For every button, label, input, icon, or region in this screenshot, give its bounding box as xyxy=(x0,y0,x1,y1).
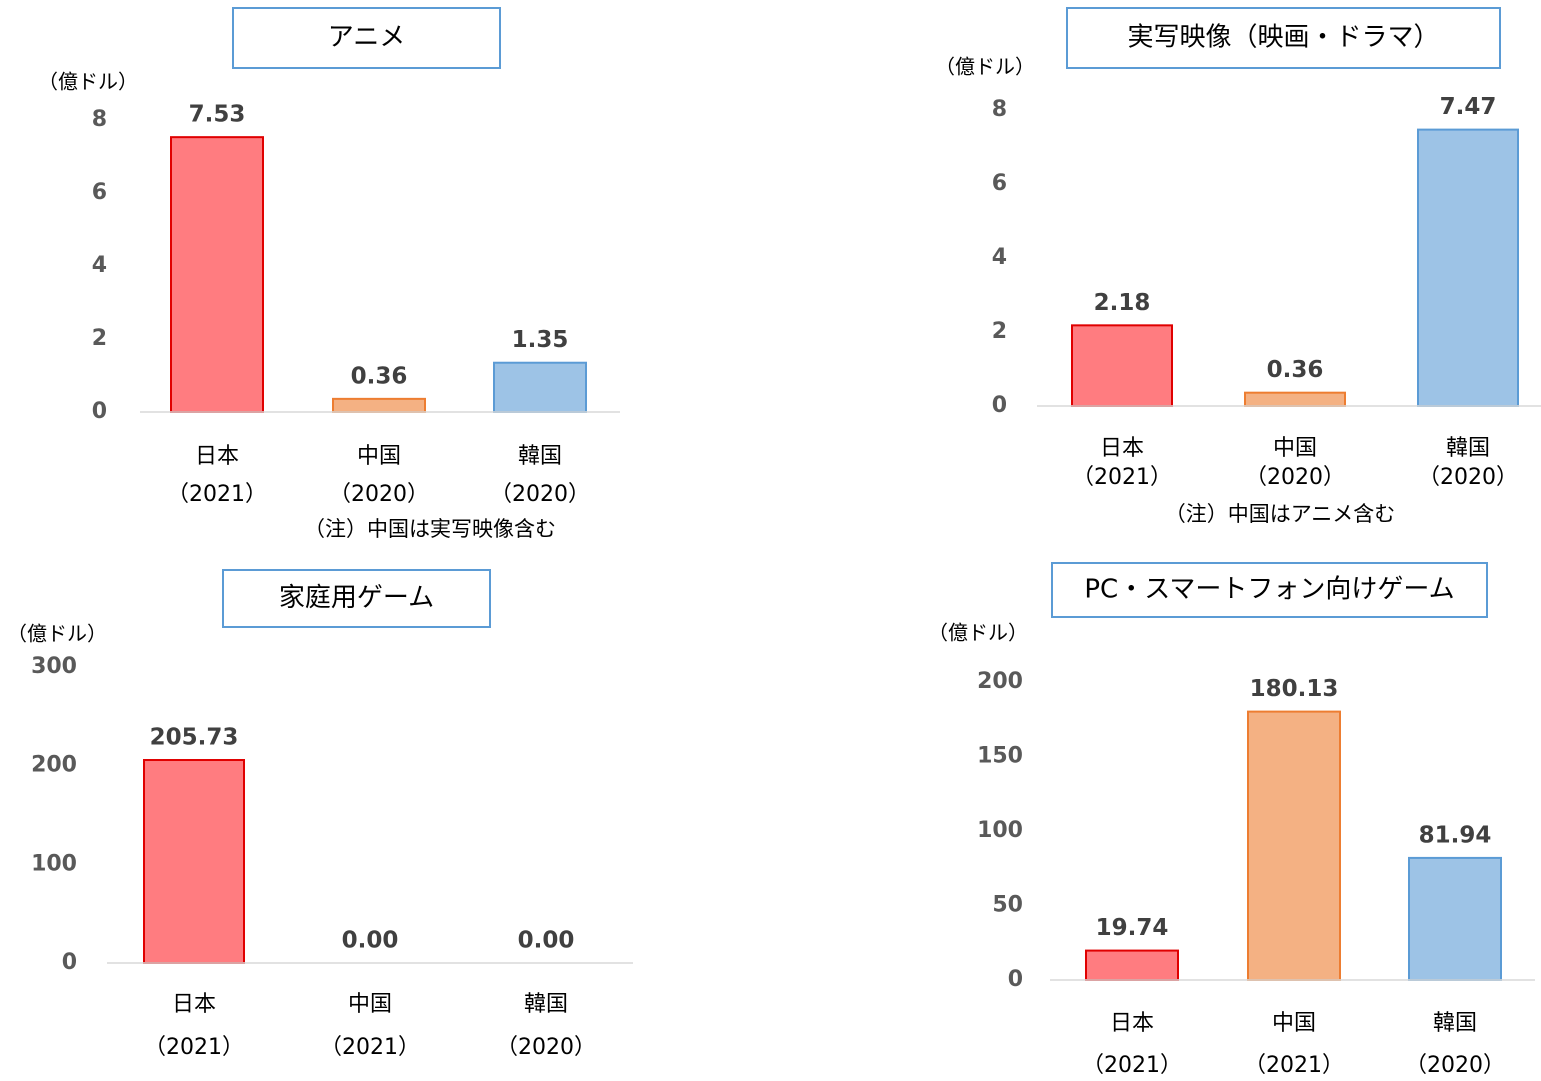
bar xyxy=(332,397,426,413)
y-tick-label: 0 xyxy=(92,399,107,424)
x-tick-label: （2021） xyxy=(1082,1053,1182,1078)
y-tick-label: 200 xyxy=(977,669,1023,694)
y-tick-label: 300 xyxy=(31,654,77,679)
x-tick-label: 中国 xyxy=(357,444,401,469)
y-tick-label: 200 xyxy=(31,753,77,778)
y-tick-label: 0 xyxy=(992,393,1007,418)
y-tick-label: 6 xyxy=(92,180,107,205)
x-tick-label: （2021） xyxy=(1244,1053,1344,1078)
x-tick-label: （2020） xyxy=(496,1035,596,1060)
bar xyxy=(1417,128,1519,408)
chart-title: PC・スマートフォン向けゲーム xyxy=(1084,575,1454,605)
x-tick-label: （2020） xyxy=(329,482,429,507)
y-tick-label: 6 xyxy=(992,171,1007,196)
value-label: 205.73 xyxy=(150,725,239,751)
y-tick-label: 4 xyxy=(92,253,107,278)
y-tick-label: 2 xyxy=(92,326,107,351)
y-tick-label: 150 xyxy=(977,744,1023,769)
y-tick-label: 100 xyxy=(977,818,1023,843)
x-tick-label: 韓国 xyxy=(1446,436,1490,461)
note: （注）中国はアニメ含む xyxy=(1165,502,1396,526)
value-label: 2.18 xyxy=(1094,290,1151,316)
bar xyxy=(1085,949,1179,982)
x-tick-label: 日本 xyxy=(1110,1011,1154,1036)
value-label: 0.00 xyxy=(518,928,575,954)
title-box xyxy=(1066,7,1501,69)
x-tick-label: 中国 xyxy=(1272,1011,1316,1036)
value-label: 81.94 xyxy=(1419,822,1492,848)
y-tick-label: 50 xyxy=(992,893,1023,918)
value-label: 1.35 xyxy=(512,327,569,353)
chart-title: 家庭用ゲーム xyxy=(279,583,434,613)
x-tick-label: 日本 xyxy=(1100,436,1144,461)
chart-title: アニメ xyxy=(328,23,405,53)
bar xyxy=(1247,710,1341,982)
y-tick-label: 8 xyxy=(92,107,107,132)
y-tick-label: 0 xyxy=(1008,967,1023,992)
bar xyxy=(1071,324,1173,407)
y-tick-label: 100 xyxy=(31,851,77,876)
y-tick-label: 0 xyxy=(62,950,77,975)
x-tick-label: （2021） xyxy=(320,1035,420,1060)
x-tick-label: 韓国 xyxy=(524,992,568,1017)
y-axis-unit: （億ドル） xyxy=(928,621,1028,645)
x-tick-label: （2020） xyxy=(490,482,590,507)
value-label: 180.13 xyxy=(1250,676,1339,702)
y-tick-label: 2 xyxy=(992,319,1007,344)
chart-title: 実写映像（映画・ドラマ） xyxy=(1127,23,1439,53)
x-tick-label: 韓国 xyxy=(518,444,562,469)
title-box xyxy=(1051,562,1488,618)
x-tick-label: 中国 xyxy=(1273,436,1317,461)
x-tick-label: （2020） xyxy=(1418,465,1518,490)
note: （注）中国は実写映像含む xyxy=(304,517,556,541)
x-tick-label: （2020） xyxy=(1245,465,1345,490)
title-box xyxy=(222,569,491,628)
value-label: 0.36 xyxy=(351,363,408,389)
x-tick-label: （2021） xyxy=(1072,465,1172,490)
value-label: 7.53 xyxy=(189,102,246,128)
y-tick-label: 8 xyxy=(992,97,1007,122)
x-tick-label: 韓国 xyxy=(1433,1011,1477,1036)
value-label: 7.47 xyxy=(1440,94,1497,120)
value-label: 0.00 xyxy=(342,928,399,954)
title-box xyxy=(232,7,501,69)
bar xyxy=(1244,391,1346,407)
y-axis-unit: （億ドル） xyxy=(38,70,138,94)
x-tick-label: 日本 xyxy=(172,992,216,1017)
y-tick-label: 4 xyxy=(992,245,1007,270)
y-axis-unit: （億ドル） xyxy=(935,55,1035,79)
x-tick-label: 日本 xyxy=(195,444,239,469)
bar xyxy=(170,136,264,413)
bar xyxy=(493,361,587,414)
x-tick-label: （2020） xyxy=(1405,1053,1505,1078)
x-tick-label: 中国 xyxy=(348,992,392,1017)
y-axis-unit: （億ドル） xyxy=(7,622,107,646)
value-label: 0.36 xyxy=(1267,357,1324,383)
x-tick-label: （2021） xyxy=(167,482,267,507)
value-label: 19.74 xyxy=(1096,915,1169,941)
bar xyxy=(143,759,245,964)
bar xyxy=(1408,856,1502,982)
x-tick-label: （2021） xyxy=(144,1035,244,1060)
